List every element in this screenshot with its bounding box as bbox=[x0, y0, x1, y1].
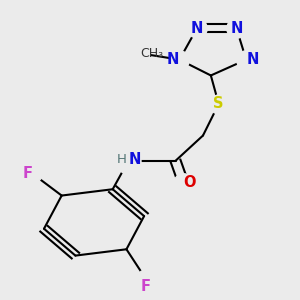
Text: CH₃: CH₃ bbox=[140, 47, 163, 60]
Text: H: H bbox=[117, 153, 126, 166]
Text: N: N bbox=[246, 52, 259, 67]
Text: F: F bbox=[141, 279, 151, 294]
Text: S: S bbox=[214, 96, 224, 111]
Text: N: N bbox=[167, 52, 179, 67]
Text: O: O bbox=[183, 176, 196, 190]
Text: N: N bbox=[191, 21, 203, 36]
Text: N: N bbox=[128, 152, 141, 167]
Text: F: F bbox=[22, 166, 32, 181]
Text: N: N bbox=[230, 21, 243, 36]
